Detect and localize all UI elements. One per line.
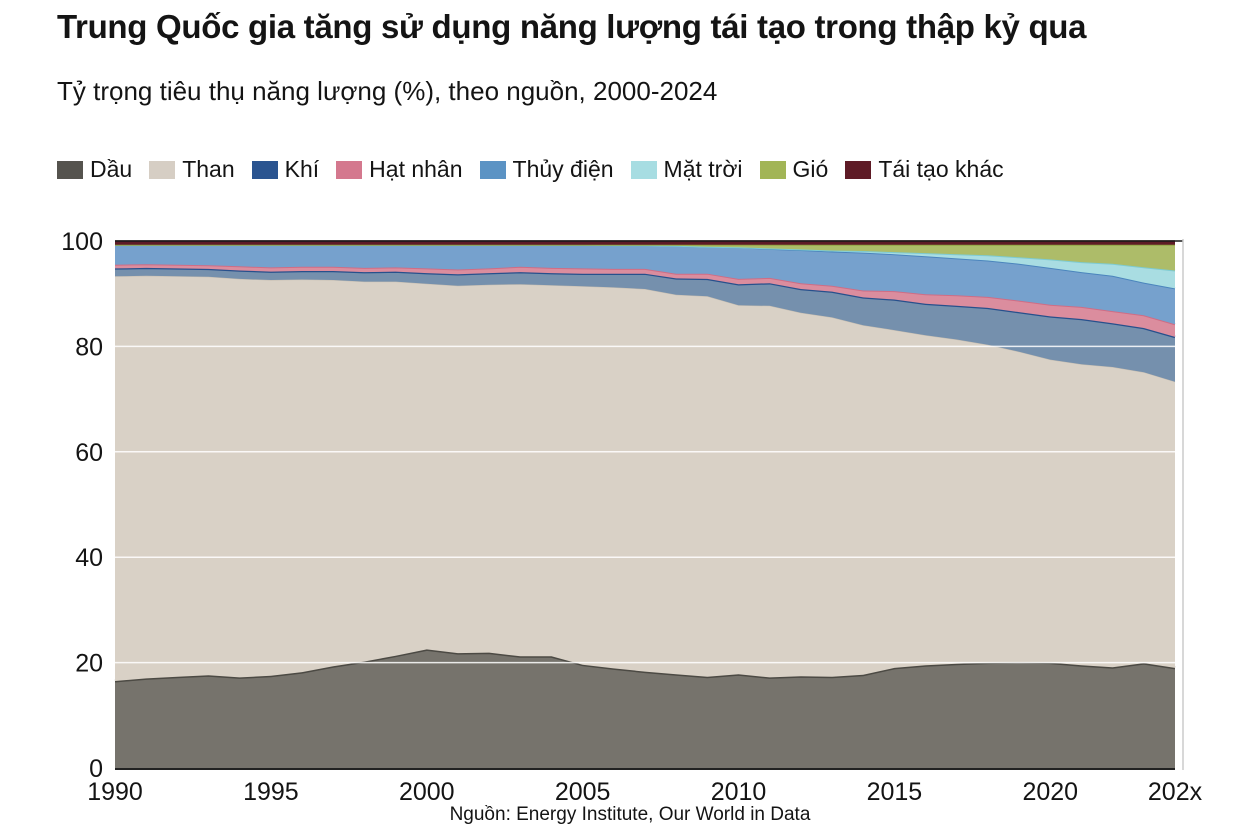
legend-swatch-oil (57, 160, 83, 179)
legend-label-oil: Dầu (90, 156, 133, 182)
legend-swatch-solar (630, 160, 657, 179)
area-wind (115, 244, 1175, 271)
legend-item-wind: Gió (759, 156, 829, 183)
xtick-2005: 2005 (555, 778, 611, 806)
ytick-80: 80 (75, 333, 103, 361)
legend-swatch-coal (149, 160, 176, 179)
legend-item-oil: Dầu (57, 156, 132, 183)
area-other_renewables (115, 241, 1175, 245)
legend-label-coal: Than (182, 156, 235, 182)
ytick-0: 0 (89, 755, 103, 783)
legend-item-gas: Khí (251, 156, 320, 183)
xtick-2000: 2000 (399, 778, 455, 806)
legend-label-other_renewables: Tái tạo khác (878, 156, 1004, 182)
legend-label-wind: Gió (792, 156, 829, 182)
legend-label-solar: Mặt trời (663, 156, 743, 182)
area-coal (115, 275, 1175, 681)
chart-title: Trung Quốc gia tăng sử dụng năng lượng t… (57, 8, 1087, 45)
xtick-1995: 1995 (243, 778, 299, 806)
legend-item-nuclear: Hạt nhân (336, 156, 463, 183)
area-nuclear (115, 264, 1175, 337)
area-gas (115, 267, 1175, 382)
xtick-2015: 2015 (867, 778, 923, 806)
ytick-60: 60 (75, 439, 103, 467)
area-oil (115, 649, 1175, 768)
ytick-20: 20 (75, 650, 103, 678)
legend-item-coal: Than (149, 156, 235, 183)
ytick-40: 40 (75, 544, 103, 572)
legend-item-solar: Mặt trời (630, 156, 743, 183)
legend-swatch-gas (251, 160, 278, 179)
xtick-2020: 2020 (1022, 778, 1078, 806)
legend-swatch-wind (759, 160, 786, 179)
xtick-1990: 1990 (87, 778, 143, 806)
legend-swatch-hydro (479, 160, 506, 179)
ytick-100: 100 (61, 228, 103, 256)
source-note: Nguồn: Energy Institute, Our World in Da… (449, 804, 811, 825)
legend-item-hydro: Thủy điện (479, 156, 614, 183)
area-hydro (115, 244, 1175, 325)
legend: Dầu Than Khí Hạt nhân Thủy điện Mặt trời Gió Tá… (57, 156, 1004, 183)
legend-label-gas: Khí (284, 156, 320, 182)
xtick-2010: 2010 (711, 778, 767, 806)
xtick-202x: 202x (1148, 778, 1203, 806)
legend-item-other_renewables: Tái tạo khác (845, 156, 1004, 183)
legend-swatch-other_renewables (845, 160, 872, 179)
legend-label-nuclear: Hạt nhân (369, 156, 463, 182)
chart-subtitle: Tỷ trọng tiêu thụ năng lượng (%), theo n… (57, 76, 718, 106)
legend-swatch-nuclear (336, 160, 363, 179)
legend-label-hydro: Thủy điện (512, 156, 614, 182)
